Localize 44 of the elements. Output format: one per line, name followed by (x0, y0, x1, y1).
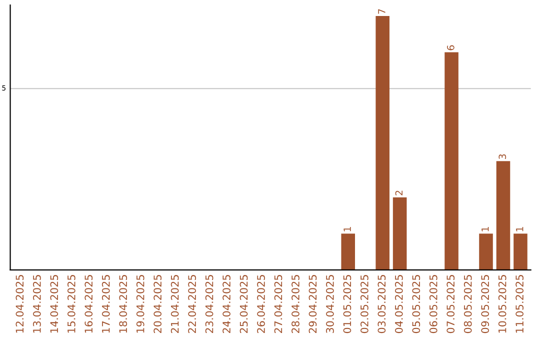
x-tick-label: 03.05.2025 (378, 275, 386, 334)
x-tick-label: 07.05.2025 (446, 275, 455, 334)
x-tick-label: 26.04.2025 (257, 275, 265, 334)
data-label: 6 (446, 45, 454, 50)
x-tick-label: 22.04.2025 (188, 275, 196, 334)
x-tick-label: 09.05.2025 (481, 275, 490, 334)
data-label: 1 (344, 227, 351, 232)
bar (444, 52, 458, 270)
bar (514, 234, 528, 270)
x-tick-label: 29.04.2025 (308, 275, 317, 334)
bar (376, 16, 390, 270)
x-tick-label: 14.04.2025 (50, 275, 58, 333)
x-tick-label: 17.04.2025 (102, 275, 110, 333)
x-tick-label: 11.05.2025 (516, 275, 524, 333)
x-tick-label: 08.05.2025 (464, 275, 472, 334)
x-tick-label: 13.04.2025 (32, 275, 41, 333)
data-label: 1 (482, 227, 489, 232)
x-tick-label: 27.04.2025 (274, 275, 282, 334)
x-tick-label: 30.04.2025 (326, 275, 334, 333)
x-tick-label: 06.05.2025 (429, 275, 438, 334)
x-tick-label: 16.04.2025 (84, 275, 93, 333)
bar (496, 161, 510, 270)
x-tick-label: 19.04.2025 (136, 275, 144, 333)
x-tick-label: 28.04.2025 (292, 275, 300, 334)
x-tick-label: 18.04.2025 (119, 275, 128, 333)
x-tick-label: 02.05.2025 (360, 275, 368, 334)
x-tick-label: 01.05.2025 (343, 275, 352, 334)
x-tick-label: 15.04.2025 (67, 275, 76, 333)
x-tick-label: 10.05.2025 (498, 275, 506, 333)
x-tick-label: 24.04.2025 (222, 275, 230, 334)
data-label: 3 (498, 154, 506, 159)
x-tick-label: 21.04.2025 (170, 275, 179, 334)
x-tick-label: 12.04.2025 (16, 275, 24, 333)
x-tick-label: 05.05.2025 (412, 275, 420, 334)
x-tick-label: 04.05.2025 (394, 275, 403, 334)
data-label: 1 (516, 227, 524, 232)
x-tick-label: 20.04.2025 (154, 275, 162, 334)
data-label: 7 (378, 9, 386, 14)
bar (392, 197, 407, 270)
data-label: 2 (395, 190, 402, 196)
bar (479, 234, 493, 270)
x-tick-label: 25.04.2025 (240, 275, 248, 334)
x-tick-label: 23.04.2025 (205, 275, 214, 334)
bar (341, 234, 355, 270)
